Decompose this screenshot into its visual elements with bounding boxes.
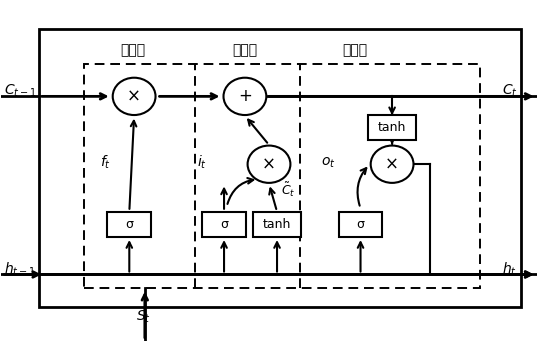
Text: σ: σ [220, 218, 228, 231]
Text: σ: σ [125, 218, 133, 231]
Text: ×: × [127, 87, 141, 105]
Text: ×: × [262, 155, 276, 173]
Bar [39, 28, 521, 307]
Text: $\tilde{C}_t$: $\tilde{C}_t$ [281, 180, 296, 199]
Text: $h_t$: $h_t$ [502, 261, 516, 278]
Bar [108, 212, 151, 237]
Bar [202, 212, 246, 237]
Text: tanh: tanh [263, 218, 291, 231]
Text: 输入门: 输入门 [232, 43, 258, 57]
Text: $h_{t-1}$: $h_{t-1}$ [4, 261, 36, 278]
Text: tanh: tanh [378, 121, 406, 134]
Ellipse shape [113, 78, 155, 115]
Ellipse shape [247, 146, 291, 183]
Text: $f_t$: $f_t$ [100, 154, 111, 171]
Text: σ: σ [357, 218, 365, 231]
Ellipse shape [371, 146, 414, 183]
Ellipse shape [223, 78, 266, 115]
Text: ×: × [385, 155, 399, 173]
Text: $i_t$: $i_t$ [197, 154, 207, 171]
Text: $o_t$: $o_t$ [321, 155, 335, 170]
Text: $C_t$: $C_t$ [502, 83, 518, 100]
Text: $S_t$: $S_t$ [136, 309, 151, 325]
Text: +: + [238, 87, 252, 105]
Text: $C_{t-1}$: $C_{t-1}$ [4, 83, 37, 100]
Bar [338, 212, 383, 237]
Text: 遗忘门: 遗忘门 [120, 43, 145, 57]
Text: 输出门: 输出门 [342, 43, 367, 57]
Bar [368, 115, 416, 141]
Bar [253, 212, 301, 237]
